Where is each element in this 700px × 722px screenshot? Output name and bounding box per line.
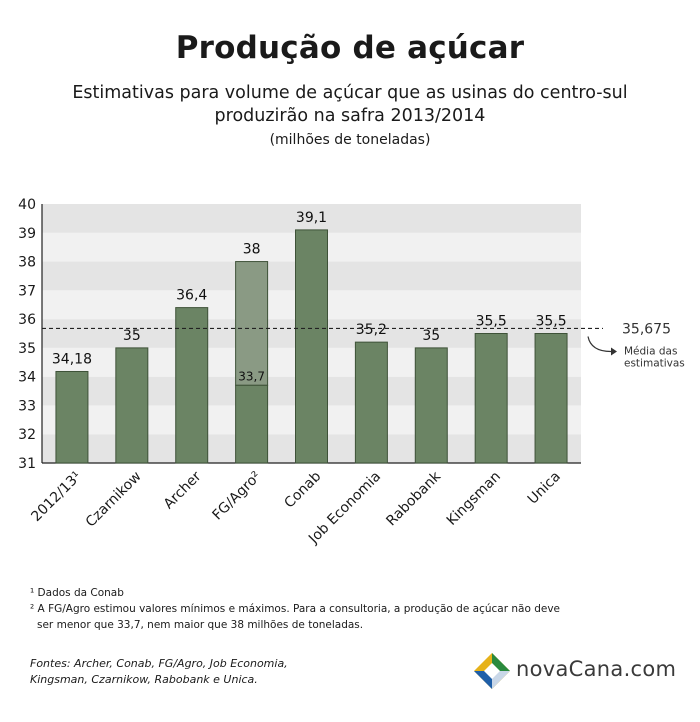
bar-range-upper (235, 261, 269, 386)
bar (354, 341, 388, 464)
footnote-1: ¹ Dados da Conab (30, 587, 124, 599)
logo-text: novaCana.com (516, 657, 677, 681)
data-label: 35,5 (476, 314, 507, 330)
x-tick-label: 2012/13¹ (28, 469, 84, 525)
bar-range-lower (235, 384, 269, 464)
x-tick-label: Conab (281, 468, 324, 511)
data-label: 38 (243, 242, 261, 258)
data-label: 35 (123, 328, 141, 344)
y-tick-label: 36 (18, 312, 36, 328)
sources-note: Fontes: Archer, Conab, FG/Agro, Job Econ… (30, 657, 288, 686)
chart-subtitle: Estimativas para volume de açúcar que as… (72, 83, 628, 126)
average-note-line2: estimativas (624, 357, 685, 369)
y-tick-label: 32 (18, 427, 36, 443)
data-label: 34,18 (52, 351, 92, 367)
bar (55, 370, 89, 464)
data-label: 35,2 (356, 322, 387, 338)
x-tick-label: Kingsman (444, 469, 504, 529)
bar (175, 307, 209, 464)
data-label: 35,5 (535, 314, 566, 330)
average-arrow (587, 336, 612, 353)
y-tick-label: 40 (18, 197, 36, 213)
average-note-line1: Média das (624, 345, 677, 357)
y-tick-label: 31 (18, 456, 36, 472)
average-arrow-head (611, 347, 617, 356)
footnote-2: ² A FG/Agro estimou valores mínimos e má… (30, 603, 561, 631)
y-tick-label: 34 (18, 370, 36, 386)
data-label: 36,4 (176, 288, 207, 304)
x-tick-label: Czarnikow (83, 469, 145, 531)
bar (295, 229, 328, 464)
bar (534, 333, 568, 464)
grid-band (42, 204, 581, 233)
y-tick-label: 39 (18, 226, 36, 242)
data-label: 39,1 (296, 210, 327, 226)
average-value-label: 35,675 (622, 321, 671, 337)
x-tick-label: Rabobank (383, 468, 444, 529)
novacana-logo: novaCana.com (472, 651, 676, 691)
bar-chart: 31 32 33 34 35 36 37 38 39 40 34,18 2012/13¹ 35 Czarn… (18, 197, 685, 547)
x-tick-label: FG/Agro² (209, 469, 264, 524)
bar (474, 333, 508, 464)
y-tick-label: 33 (18, 398, 36, 414)
footnotes: ¹ Dados da Conab ² A FG/Agro estimou val… (30, 585, 650, 633)
x-tick-label: Archer (161, 468, 205, 512)
logo-icon (474, 653, 510, 689)
bar (414, 347, 448, 464)
data-label: 35 (422, 328, 440, 344)
y-tick-label: 38 (18, 255, 36, 271)
y-tick-label: 37 (18, 283, 36, 299)
chart-units: (milhões de toneladas) (269, 132, 431, 148)
x-tick-label: Unica (525, 469, 564, 508)
chart-title: Produção de açúcar (175, 30, 525, 66)
bar (115, 347, 149, 464)
data-label-min: 33,7 (238, 369, 265, 383)
y-tick-label: 35 (18, 341, 36, 357)
